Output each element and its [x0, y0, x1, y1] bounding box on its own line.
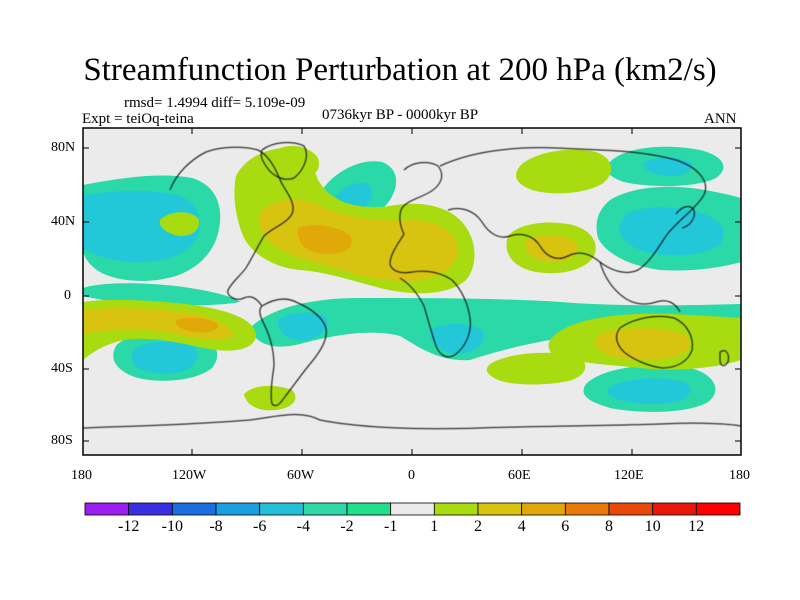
coast-greenland: [260, 142, 307, 180]
period-label: 0736kyr BP - 0000kyr BP: [322, 107, 479, 123]
colorbar-swatch: [564, 502, 610, 516]
south-atlantic-core: [278, 312, 328, 341]
lon-label-120e: 120E: [614, 468, 644, 483]
season-label: ANN: [704, 111, 737, 127]
south-africa-core: [430, 324, 484, 354]
west-pacific-low-core: [619, 207, 724, 256]
lon-label-60e: 60E: [508, 468, 531, 483]
lat-label-80s: 80S: [51, 433, 73, 448]
colorbar-label: 8: [605, 518, 613, 535]
south-pacific-high-core: [175, 317, 219, 333]
colorbar-swatch: [477, 502, 523, 516]
coast-japan: [675, 206, 695, 229]
lon-label-120w: 120W: [172, 468, 207, 483]
colorbar-label: 6: [561, 518, 570, 535]
coast-australia: [616, 315, 693, 369]
lat-label-40s: 40S: [51, 361, 73, 376]
south-indian-high: [486, 352, 586, 385]
coast-indochina-islands: [599, 261, 681, 313]
chart-title: Streamfunction Perturbation at 200 hPa (…: [83, 52, 717, 88]
drake-passage-high: [244, 385, 296, 411]
arctic-low-core: [644, 157, 693, 176]
north-pacific-low-core: [83, 190, 200, 263]
colorbar-label: -8: [209, 518, 223, 535]
colorbar-label: 1: [430, 518, 439, 535]
coast-new-zealand: [719, 350, 729, 367]
arabia-high-core: [526, 235, 578, 263]
colorbar-label: 10: [644, 518, 661, 535]
colorbar-label: -12: [118, 518, 140, 535]
plot-frame: [82, 127, 742, 456]
greenland-high: [276, 145, 320, 178]
colorbar-swatch: [84, 502, 130, 516]
lon-label-0: 0: [408, 468, 415, 483]
north-atlantic-high-mid: [258, 199, 459, 282]
coast-asia: [439, 147, 707, 273]
colorbar-swatch: [215, 502, 261, 516]
positive-anomalies: [83, 145, 741, 411]
contour-field: [83, 128, 741, 455]
siberia-high: [516, 149, 612, 194]
coastlines: [83, 142, 741, 430]
colorbar-swatch: [652, 502, 697, 516]
colorbar-label: -6: [253, 518, 267, 535]
colorbar-swatch: [390, 502, 435, 516]
colorbar-swatch: [259, 502, 304, 516]
south-pacific-low-core: [131, 341, 198, 374]
southern-indian-low-core: [607, 378, 691, 405]
colorbar-label: 2: [474, 518, 482, 535]
south-atlantic-band: [250, 298, 741, 361]
coast-north-america: [169, 146, 294, 307]
lon-label-180w: 180: [71, 468, 92, 483]
australia-high-core: [595, 328, 691, 360]
colorbar-label: -10: [161, 518, 183, 535]
colorbar-swatch: [608, 502, 654, 516]
lat-label-0: 0: [64, 288, 71, 303]
colorbar-swatch: [128, 502, 173, 516]
experiment-label: Expt = teiOq-teina: [82, 111, 194, 127]
central-pacific-high: [159, 212, 200, 236]
stats-label: rmsd= 1.4994 diff= 5.109e-09: [124, 95, 306, 111]
east-pacific-tropic-neg: [83, 283, 240, 306]
colorbar-label: 12: [688, 518, 705, 535]
coast-antarctica: [83, 414, 741, 430]
colorbar-swatch: [433, 502, 479, 516]
colorbar-swatch: [302, 502, 348, 516]
axis-ticks: [83, 128, 741, 455]
colorbar-label: -4: [296, 518, 310, 535]
colorbar-swatch: [695, 502, 741, 516]
lon-label-60w: 60W: [287, 468, 315, 483]
coast-south-america: [259, 298, 327, 407]
coast-europe-africa: [389, 162, 471, 358]
colorbar-label: -1: [384, 518, 398, 535]
lat-label-40n: 40N: [51, 214, 76, 229]
lon-label-180e: 180: [729, 468, 750, 483]
lat-label-80n: 80N: [51, 140, 76, 155]
colorbar: [84, 502, 741, 516]
colorbar-swatch: [346, 502, 392, 516]
colorbar-swatch: [171, 502, 217, 516]
colorbar-swatch: [521, 502, 566, 516]
colorbar-label: -2: [340, 518, 354, 535]
colorbar-label: 4: [517, 518, 526, 535]
north-atlantic-high-core: [297, 225, 352, 254]
